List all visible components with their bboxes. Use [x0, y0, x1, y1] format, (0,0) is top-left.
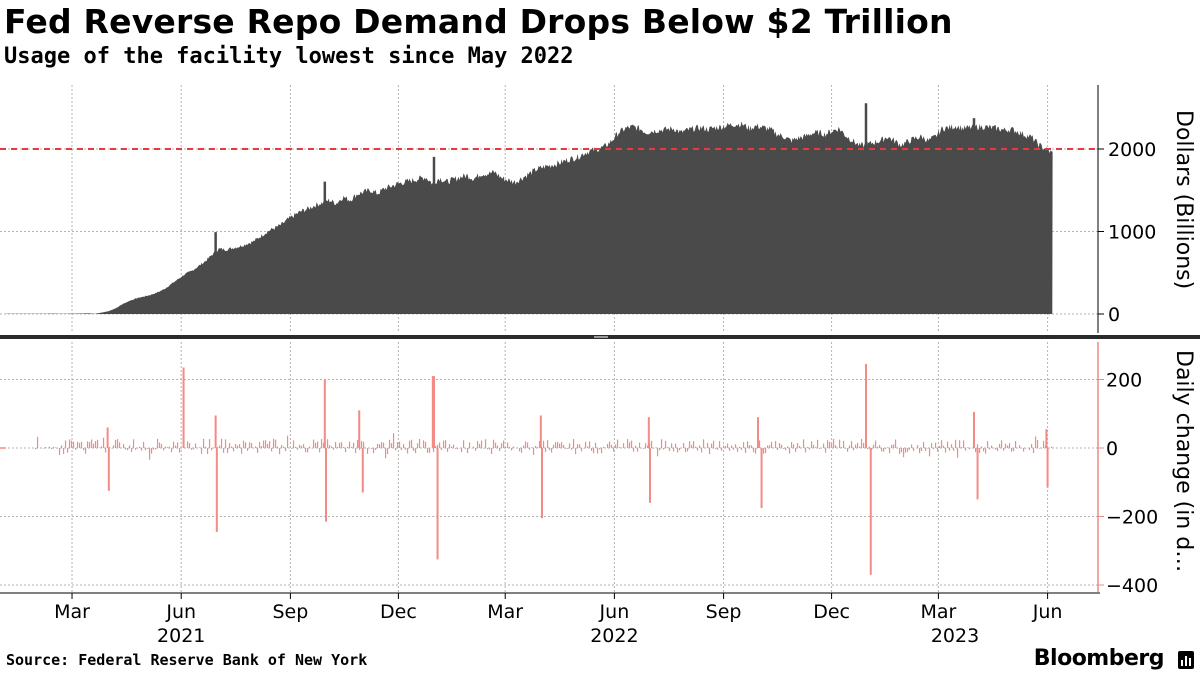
- x-tick-label-dec: Dec: [380, 601, 417, 623]
- panel-divider: [0, 335, 1200, 339]
- bottom-y-axis: −400 −200 0 200: [1097, 342, 1158, 597]
- daily-change-bars: [0, 364, 1053, 575]
- bottom-tick-label-200: 200: [1106, 370, 1142, 392]
- x-tick-label-sep: Sep: [272, 601, 308, 623]
- reverse-repo-area: [5, 121, 1053, 314]
- x-tick-label-mar: Mar: [54, 601, 90, 623]
- x-year-label-2023: 2023: [931, 625, 979, 647]
- bottom-y-axis-label: Daily change (in d…: [1171, 350, 1196, 572]
- top-tick-label-1000: 1000: [1108, 222, 1156, 244]
- x-year-label-2022: 2022: [590, 625, 638, 647]
- divider-handle: [594, 336, 608, 338]
- source-note: Source: Federal Reserve Bank of New York: [6, 651, 368, 669]
- reverse-repo-spikes: [214, 103, 976, 314]
- x-year-label-2021: 2021: [157, 625, 205, 647]
- top-tick-label-2000: 2000: [1108, 139, 1156, 161]
- chart-subtitle: Usage of the facility lowest since May 2…: [4, 44, 574, 69]
- x-tick-label-dec: Dec: [813, 601, 850, 623]
- bloomberg-terminal-icon: [1178, 651, 1194, 669]
- x-tick-label-sep: Sep: [706, 601, 742, 623]
- x-tick-label-jun: Jun: [165, 601, 196, 623]
- x-tick-label-mar: Mar: [487, 601, 523, 623]
- bottom-tick-label--400: −400: [1106, 575, 1158, 597]
- top-y-axis-label: Dollars (Billions): [1171, 110, 1196, 289]
- bloomberg-logo: Bloomberg: [1033, 646, 1165, 671]
- x-tick-label-jun: Jun: [1032, 601, 1063, 623]
- chart-title: Fed Reverse Repo Demand Drops Below $2 T…: [4, 2, 953, 41]
- x-tick-label-jun: Jun: [599, 601, 630, 623]
- bottom-tick-label--200: −200: [1106, 507, 1158, 529]
- x-tick-label-mar: Mar: [920, 601, 956, 623]
- top-y-axis: 0 1000 2000: [1097, 85, 1156, 333]
- top-tick-label-0: 0: [1108, 304, 1120, 326]
- bottom-tick-label-0: 0: [1106, 438, 1118, 460]
- bottom-panel-gridlines: [0, 342, 1098, 592]
